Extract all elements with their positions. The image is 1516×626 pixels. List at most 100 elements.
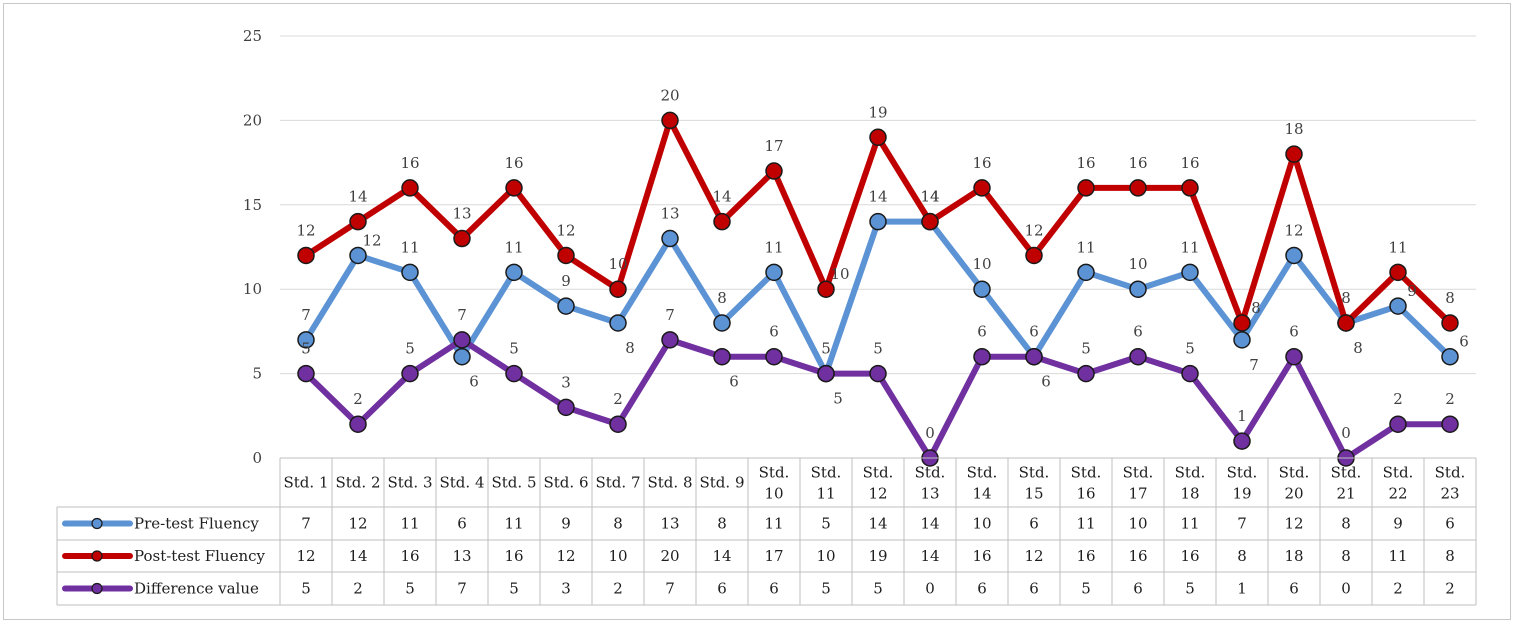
series-3-point-9 <box>713 347 731 366</box>
table-cell-2-9: 14 <box>712 547 731 565</box>
table-cell-3-13: 0 <box>925 580 935 598</box>
table-cell-1-19: 7 <box>1237 515 1247 533</box>
table-cell-2-17: 16 <box>1128 547 1147 565</box>
series-2-point-9 <box>713 212 731 231</box>
series-3-point-10 <box>765 347 783 366</box>
table-cell-3-1: 5 <box>301 580 311 598</box>
series-1-label-22: 9 <box>1407 282 1417 300</box>
table-cell-2-13: 14 <box>920 547 939 565</box>
series-2-label-11: 10 <box>830 265 849 283</box>
table-cell-1-18: 11 <box>1180 515 1199 533</box>
series-2-point-1 <box>297 246 315 265</box>
series-2-point-8 <box>661 111 679 130</box>
y-axis-ticks: 0 5 10 15 20 25 <box>243 27 262 467</box>
series-1-label-3: 11 <box>400 238 419 256</box>
series-1-label-13: 14 <box>920 188 939 206</box>
series-2-label-4: 13 <box>452 205 471 223</box>
series-1-label-7: 8 <box>625 339 635 357</box>
series-3-label-17: 6 <box>1133 323 1143 341</box>
legend-key-marker-1 <box>91 517 103 530</box>
series-3-point-22 <box>1389 415 1407 433</box>
series-2-point-23 <box>1441 314 1459 332</box>
series-1-point-12 <box>869 212 887 231</box>
category-label-10: Std. 10 <box>759 464 790 503</box>
legend-label-3: Difference value <box>134 580 259 598</box>
table-cell-3-4: 7 <box>457 580 467 598</box>
table-cell-2-12: 19 <box>868 547 887 565</box>
series-3-label-23: 2 <box>1445 390 1455 408</box>
table-cell-1-20: 12 <box>1284 515 1303 533</box>
category-label-14: Std. 14 <box>967 464 998 503</box>
series-1-point-7 <box>609 314 627 332</box>
series-2-label-8: 20 <box>660 86 679 104</box>
series-2-point-16 <box>1077 179 1095 197</box>
series-2-point-22 <box>1389 263 1407 282</box>
series-1-label-4: 6 <box>469 373 479 391</box>
series-3-point-14 <box>973 347 991 366</box>
table-cell-2-16: 16 <box>1076 547 1095 565</box>
series-2-label-5: 16 <box>504 154 523 172</box>
table-cell-3-7: 2 <box>613 580 623 598</box>
series-1-label-17: 10 <box>1128 255 1147 273</box>
category-label-13: Std. 13 <box>915 464 946 503</box>
series-1-point-1 <box>297 331 315 349</box>
category-label-12: Std. 12 <box>863 464 894 503</box>
table-cell-2-15: 12 <box>1024 547 1043 565</box>
series-2-label-16: 16 <box>1076 154 1095 172</box>
table-cell-1-10: 11 <box>764 515 783 533</box>
series-2-point-10 <box>765 162 783 180</box>
table-cell-2-20: 18 <box>1284 547 1303 565</box>
series-2-point-12 <box>869 128 887 147</box>
table-cell-3-9: 6 <box>717 580 727 598</box>
series-1-label-16: 11 <box>1076 238 1095 256</box>
series-2-point-19 <box>1233 314 1251 332</box>
table-cell-3-16: 5 <box>1081 580 1091 598</box>
series-2-label-9: 14 <box>712 188 731 206</box>
series-3-label-18: 5 <box>1185 340 1195 358</box>
legend-key-marker-3 <box>91 582 103 595</box>
series-2-point-2 <box>349 212 367 231</box>
series-2-point-3 <box>401 179 419 197</box>
table-cell-3-18: 5 <box>1185 580 1195 598</box>
series-2-label-1: 12 <box>296 221 315 239</box>
series-1-label-15: 6 <box>1029 323 1039 341</box>
category-label-6: Std. 6 <box>544 474 589 492</box>
series-1-label-14: 10 <box>972 255 991 273</box>
category-label-7: Std. 7 <box>596 474 641 492</box>
category-label-19: Std. 19 <box>1227 464 1258 503</box>
series-3-point-4 <box>453 331 471 349</box>
series-2-point-21 <box>1337 314 1355 332</box>
series-2-point-13 <box>921 212 939 231</box>
table-cell-2-3: 16 <box>400 547 419 565</box>
series-2-point-17 <box>1129 179 1147 197</box>
table-cell-2-6: 12 <box>556 547 575 565</box>
series-1-point-10 <box>765 263 783 282</box>
table-cell-1-23: 6 <box>1445 515 1455 533</box>
table-cell-2-2: 14 <box>348 547 367 565</box>
series-2-label-14: 16 <box>972 154 991 172</box>
series-3-label-5: 5 <box>509 340 519 358</box>
table-cell-3-17: 6 <box>1133 580 1143 598</box>
series-3-label-21: 0 <box>1341 424 1351 442</box>
series-1-label-12: 14 <box>868 188 887 206</box>
category-label-1: Std. 1 <box>284 474 329 492</box>
series-3-label-11: 5 <box>833 390 843 408</box>
series-3-label-1: 5 <box>301 340 311 358</box>
table-cell-2-18: 16 <box>1180 547 1199 565</box>
series-3-point-12 <box>869 364 887 383</box>
table-cell-3-12: 5 <box>873 580 883 598</box>
series-1-point-18 <box>1181 263 1199 282</box>
series-3-label-6: 3 <box>561 373 571 391</box>
series-1-point-6 <box>557 297 575 315</box>
series-2-label-2: 14 <box>348 188 367 206</box>
table-cell-3-22: 2 <box>1393 580 1403 598</box>
series-3-label-9: 6 <box>729 373 739 391</box>
series-3-point-18 <box>1181 364 1199 383</box>
series-2-point-5 <box>505 179 523 197</box>
table-cell-2-22: 11 <box>1388 547 1407 565</box>
table-cell-3-23: 2 <box>1445 580 1455 598</box>
series-2-label-7: 10 <box>608 255 627 273</box>
table-cell-2-21: 8 <box>1341 547 1351 565</box>
